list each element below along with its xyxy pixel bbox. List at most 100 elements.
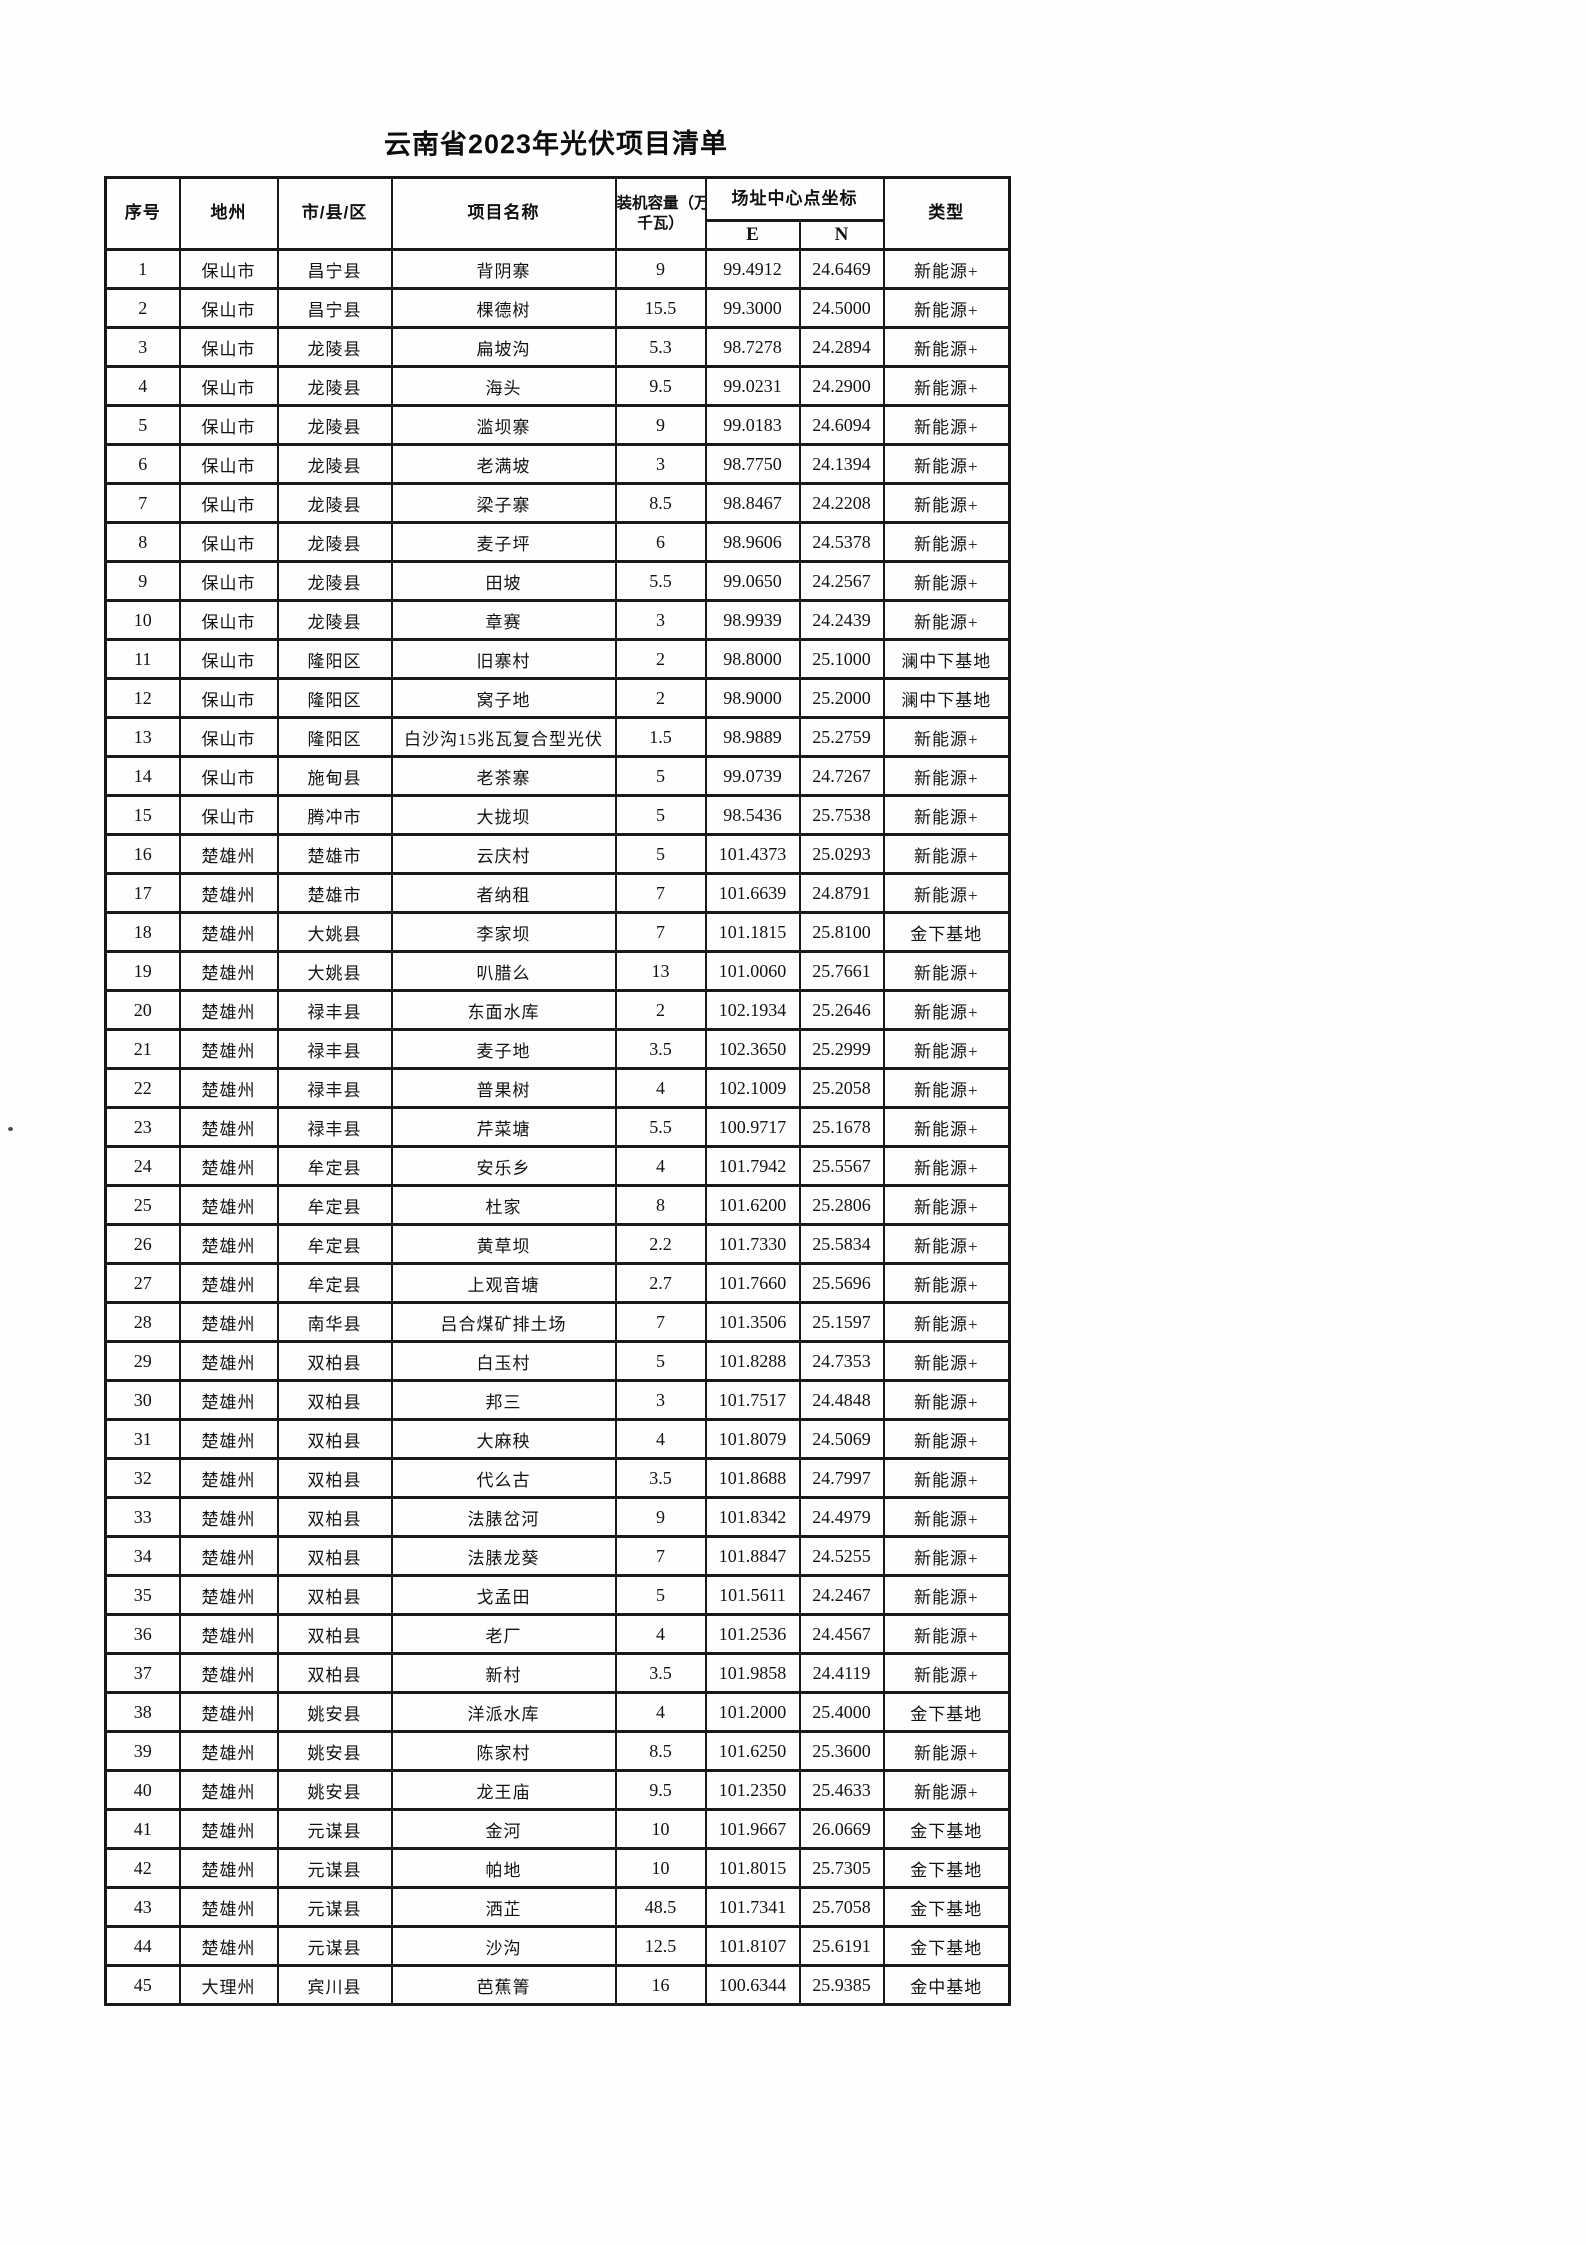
cell-type: 新能源+	[882, 755, 1011, 797]
cell-no: 20	[104, 989, 181, 1031]
cell-capacity: 1.5	[614, 716, 707, 758]
cell-project-name: 陈家村	[390, 1730, 617, 1772]
cell-no: 3	[104, 326, 181, 368]
cell-no: 14	[104, 755, 181, 797]
cell-county: 隆阳区	[276, 638, 393, 680]
cell-type: 新能源+	[882, 1067, 1011, 1109]
cell-type: 新能源+	[882, 1574, 1011, 1616]
table-row: 37 楚雄州 双柏县 新村 3.5 101.9858 24.4119 新能源+	[104, 1652, 1011, 1694]
cell-latitude-n: 25.5696	[798, 1262, 885, 1304]
cell-project-name: 代么古	[390, 1457, 617, 1499]
cell-longitude-e: 100.6344	[704, 1964, 801, 2006]
cell-project-name: 金河	[390, 1808, 617, 1850]
cell-capacity: 4	[614, 1418, 707, 1460]
cell-prefecture: 保山市	[178, 755, 279, 797]
cell-longitude-e: 98.9889	[704, 716, 801, 758]
cell-latitude-n: 24.6469	[798, 248, 885, 290]
cell-project-name: 法脿龙葵	[390, 1535, 617, 1577]
cell-prefecture: 楚雄州	[178, 1613, 279, 1655]
table-row: 34 楚雄州 双柏县 法脿龙葵 7 101.8847 24.5255 新能源+	[104, 1535, 1011, 1577]
cell-type: 新能源+	[882, 1457, 1011, 1499]
cell-prefecture: 楚雄州	[178, 1106, 279, 1148]
cell-county: 楚雄市	[276, 833, 393, 875]
cell-county: 隆阳区	[276, 677, 393, 719]
cell-project-name: 棵德树	[390, 287, 617, 329]
cell-county: 禄丰县	[276, 989, 393, 1031]
cell-no: 41	[104, 1808, 181, 1850]
cell-longitude-e: 101.7942	[704, 1145, 801, 1187]
cell-type: 新能源+	[882, 560, 1011, 602]
cell-project-name: 麦子地	[390, 1028, 617, 1070]
cell-no: 24	[104, 1145, 181, 1187]
cell-county: 双柏县	[276, 1535, 393, 1577]
cell-latitude-n: 25.4633	[798, 1769, 885, 1811]
page-title: 云南省2023年光伏项目清单	[383, 128, 729, 160]
cell-project-name: 芭蕉箐	[390, 1964, 617, 2006]
cell-latitude-n: 25.0293	[798, 833, 885, 875]
table-header: 序号 地州 市/县/区 项目名称 装机容量（万 千瓦） 场址中心点坐标 类型 E…	[104, 176, 1011, 251]
cell-longitude-e: 101.7660	[704, 1262, 801, 1304]
cell-project-name: 旧寨村	[390, 638, 617, 680]
cell-type: 新能源+	[882, 1535, 1011, 1577]
cell-longitude-e: 98.8467	[704, 482, 801, 524]
cell-prefecture: 楚雄州	[178, 1262, 279, 1304]
cell-project-name: 白沙沟15兆瓦复合型光伏	[390, 716, 617, 758]
cell-prefecture: 楚雄州	[178, 1535, 279, 1577]
cell-county: 禄丰县	[276, 1067, 393, 1109]
cell-type: 澜中下基地	[882, 677, 1011, 719]
cell-county: 牟定县	[276, 1184, 393, 1226]
cell-project-name: 老茶寨	[390, 755, 617, 797]
cell-capacity: 48.5	[614, 1886, 707, 1928]
table-row: 11 保山市 隆阳区 旧寨村 2 98.8000 25.1000 澜中下基地	[104, 638, 1011, 680]
cell-capacity: 3.5	[614, 1457, 707, 1499]
cell-county: 双柏县	[276, 1496, 393, 1538]
cell-type: 新能源+	[882, 521, 1011, 563]
cell-latitude-n: 24.2208	[798, 482, 885, 524]
cell-no: 26	[104, 1223, 181, 1265]
cell-capacity: 4	[614, 1691, 707, 1733]
cell-capacity: 6	[614, 521, 707, 563]
cell-latitude-n: 24.4979	[798, 1496, 885, 1538]
cell-latitude-n: 25.4000	[798, 1691, 885, 1733]
table-row: 12 保山市 隆阳区 窝子地 2 98.9000 25.2000 澜中下基地	[104, 677, 1011, 719]
col-header-longitude-e: E	[704, 219, 801, 251]
table-row: 29 楚雄州 双柏县 白玉村 5 101.8288 24.7353 新能源+	[104, 1340, 1011, 1382]
col-header-site-coordinates: 场址中心点坐标	[704, 176, 885, 222]
cell-capacity: 7	[614, 872, 707, 914]
cell-prefecture: 保山市	[178, 794, 279, 836]
cell-no: 43	[104, 1886, 181, 1928]
cell-capacity: 5.3	[614, 326, 707, 368]
cell-type: 新能源+	[882, 1145, 1011, 1187]
cell-type: 新能源+	[882, 482, 1011, 524]
cell-prefecture: 楚雄州	[178, 1652, 279, 1694]
cell-latitude-n: 25.7661	[798, 950, 885, 992]
cell-latitude-n: 25.2000	[798, 677, 885, 719]
cell-no: 29	[104, 1340, 181, 1382]
table-row: 2 保山市 昌宁县 棵德树 15.5 99.3000 24.5000 新能源+	[104, 287, 1011, 329]
table-row: 27 楚雄州 牟定县 上观音塘 2.7 101.7660 25.5696 新能源+	[104, 1262, 1011, 1304]
table-row: 31 楚雄州 双柏县 大麻秧 4 101.8079 24.5069 新能源+	[104, 1418, 1011, 1460]
cell-type: 新能源+	[882, 1730, 1011, 1772]
table-row: 15 保山市 腾冲市 大拢坝 5 98.5436 25.7538 新能源+	[104, 794, 1011, 836]
table-row: 40 楚雄州 姚安县 龙王庙 9.5 101.2350 25.4633 新能源+	[104, 1769, 1011, 1811]
cell-longitude-e: 101.6639	[704, 872, 801, 914]
cell-no: 27	[104, 1262, 181, 1304]
cell-longitude-e: 101.8015	[704, 1847, 801, 1889]
cell-project-name: 杜家	[390, 1184, 617, 1226]
cell-project-name: 白玉村	[390, 1340, 617, 1382]
cell-capacity: 2	[614, 677, 707, 719]
cell-longitude-e: 101.1815	[704, 911, 801, 953]
cell-capacity: 4	[614, 1067, 707, 1109]
cell-type: 新能源+	[882, 1262, 1011, 1304]
cell-project-name: 帕地	[390, 1847, 617, 1889]
cell-no: 6	[104, 443, 181, 485]
cell-longitude-e: 101.7517	[704, 1379, 801, 1421]
cell-county: 楚雄市	[276, 872, 393, 914]
cell-county: 龙陵县	[276, 326, 393, 368]
cell-longitude-e: 101.2536	[704, 1613, 801, 1655]
cell-county: 姚安县	[276, 1730, 393, 1772]
cell-no: 13	[104, 716, 181, 758]
cell-no: 21	[104, 1028, 181, 1070]
table-row: 9 保山市 龙陵县 田坡 5.5 99.0650 24.2567 新能源+	[104, 560, 1011, 602]
cell-no: 7	[104, 482, 181, 524]
